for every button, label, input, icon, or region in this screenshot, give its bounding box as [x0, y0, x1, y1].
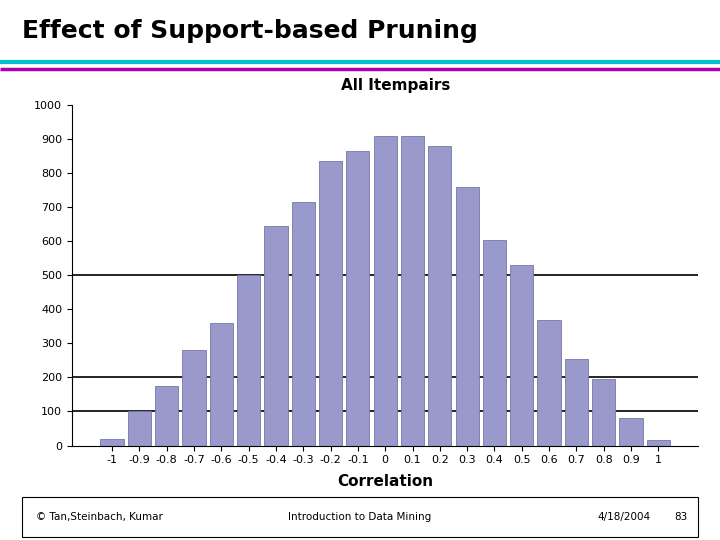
Bar	[456, 187, 479, 445]
Bar	[592, 379, 616, 446]
X-axis label: Correlation: Correlation	[337, 474, 433, 489]
Bar	[210, 323, 233, 445]
Bar	[483, 240, 506, 446]
Bar	[374, 136, 397, 446]
Bar	[428, 146, 451, 446]
Text: 4/18/2004: 4/18/2004	[598, 512, 651, 522]
Bar	[264, 226, 287, 446]
Bar	[182, 350, 206, 446]
Bar	[647, 441, 670, 446]
Bar	[101, 438, 124, 445]
Bar	[510, 265, 534, 446]
Bar	[319, 161, 342, 446]
Text: Introduction to Data Mining: Introduction to Data Mining	[289, 512, 431, 522]
Bar	[292, 202, 315, 446]
Bar	[619, 418, 643, 445]
Bar	[537, 320, 561, 446]
Text: Effect of Support-based Pruning: Effect of Support-based Pruning	[22, 19, 477, 43]
Text: 83: 83	[675, 512, 688, 522]
Bar	[237, 275, 260, 445]
Bar	[346, 151, 369, 446]
Text: © Tan,Steinbach, Kumar: © Tan,Steinbach, Kumar	[36, 512, 163, 522]
Bar	[564, 359, 588, 445]
Text: All Itempairs: All Itempairs	[341, 78, 451, 93]
Bar	[127, 411, 151, 446]
Bar	[155, 386, 179, 445]
Bar	[401, 136, 424, 446]
